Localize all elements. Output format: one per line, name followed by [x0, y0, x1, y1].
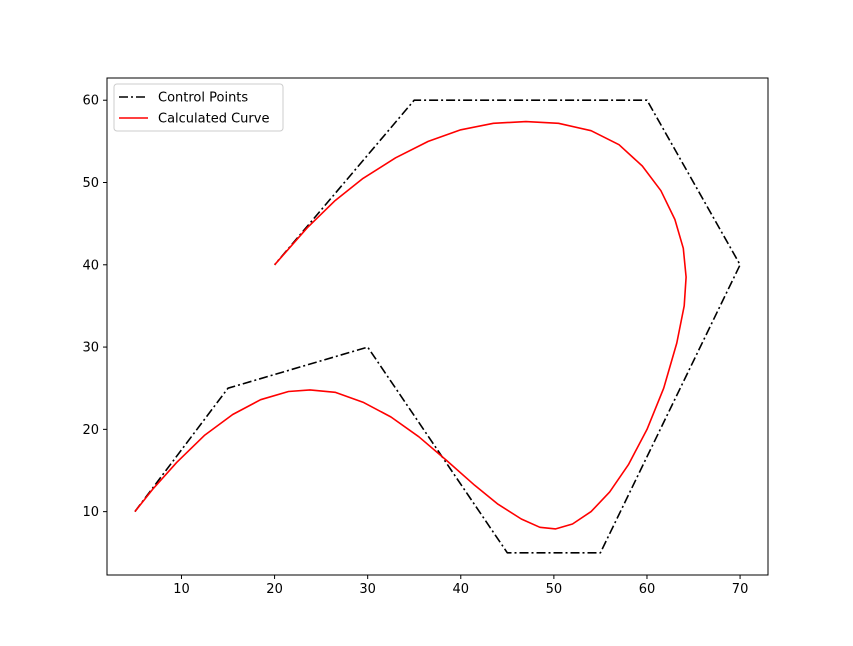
x-tick-label: 40	[453, 582, 470, 597]
y-tick-label: 30	[82, 341, 99, 356]
plot-lines	[134, 99, 741, 554]
x-tick-label: 20	[266, 582, 283, 597]
y-tick-label: 20	[82, 423, 99, 438]
legend-label-1: Calculated Curve	[158, 112, 269, 127]
y-tick-label: 40	[82, 258, 99, 273]
series-line-1	[134, 120, 687, 530]
y-tick-label: 50	[82, 176, 99, 191]
legend: Control Points Calculated Curve	[113, 83, 284, 132]
y-tick-label: 60	[82, 94, 99, 109]
x-tick-label: 60	[639, 582, 656, 597]
series-line-0	[134, 99, 741, 554]
x-axis: 10 20 30 40 50 60 70	[173, 575, 748, 597]
y-axis: 10 20 30 40 50 60	[82, 94, 107, 520]
x-tick-label: 50	[546, 582, 563, 597]
x-tick-label: 70	[732, 582, 749, 597]
x-tick-label: 10	[173, 582, 190, 597]
legend-box	[113, 83, 284, 132]
legend-label-0: Control Points	[158, 91, 248, 106]
x-tick-label: 30	[359, 582, 376, 597]
plot-frame	[106, 77, 769, 576]
y-tick-label: 10	[82, 505, 99, 520]
